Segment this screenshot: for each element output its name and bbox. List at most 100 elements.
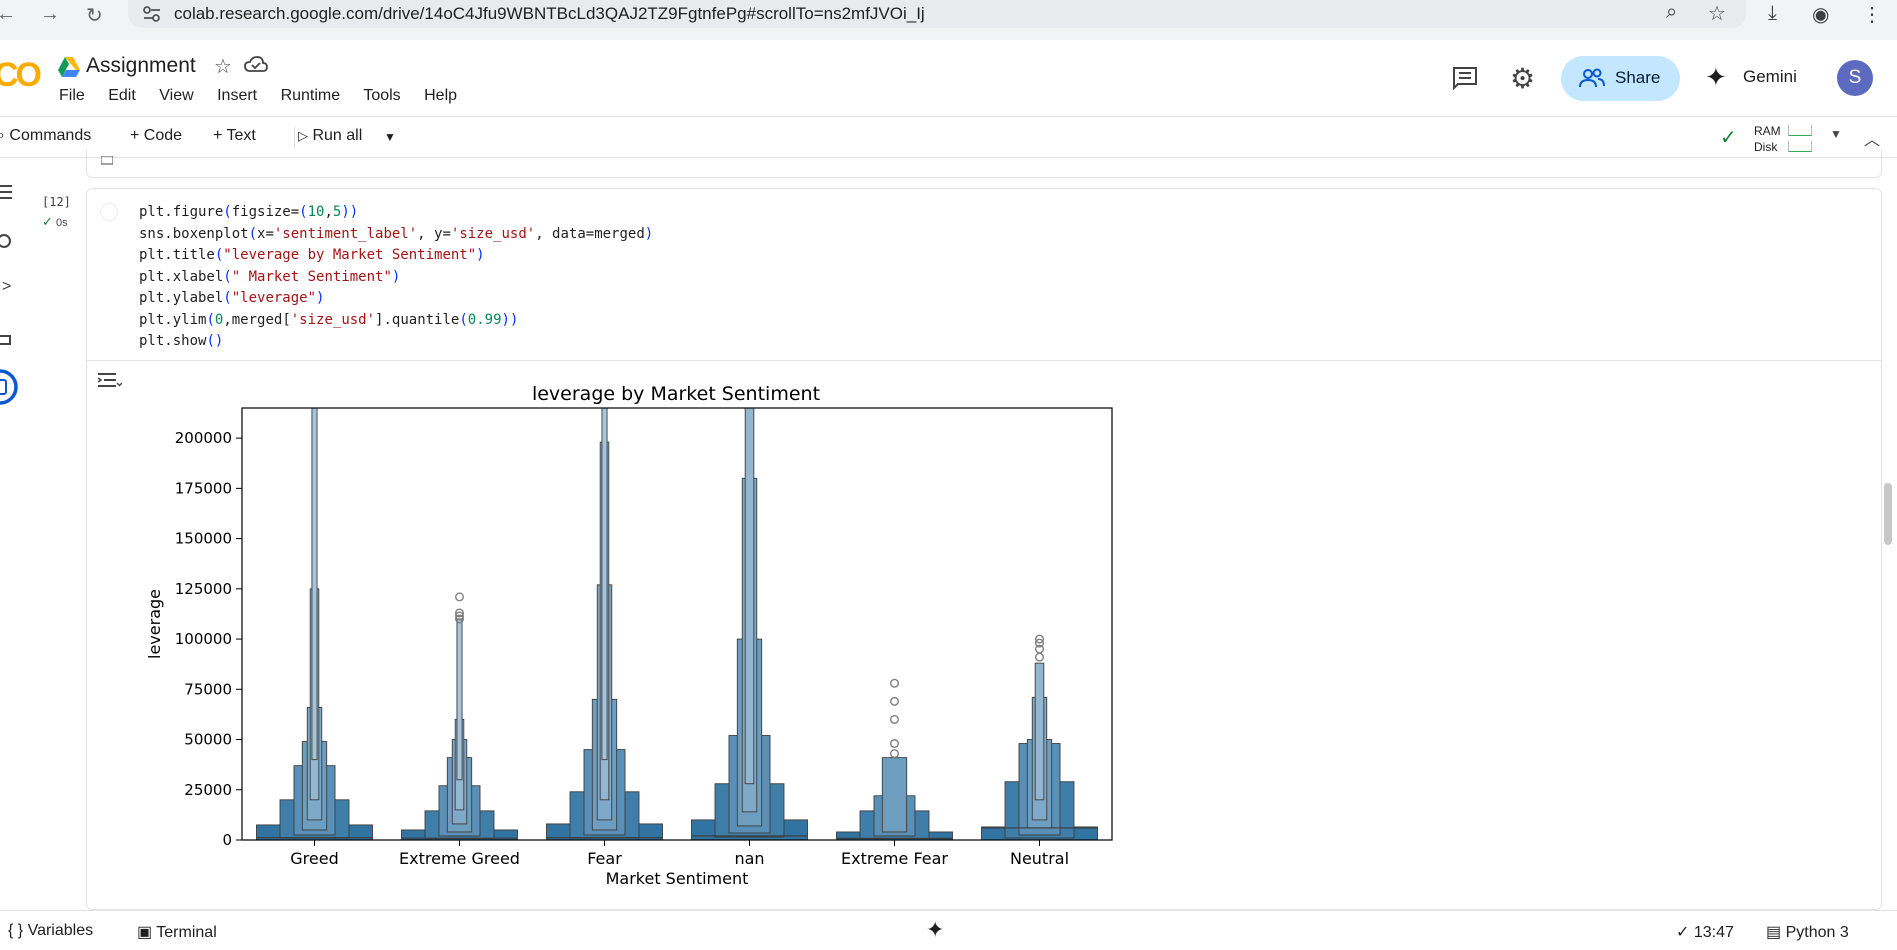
forward-icon[interactable]: →: [40, 3, 60, 25]
y-tick-label: 100000: [175, 630, 232, 648]
settings-gear-icon[interactable]: ⚙: [1510, 63, 1536, 94]
code-cell[interactable]: [86, 188, 1882, 910]
terminal-icon: ▣: [137, 924, 153, 941]
url-text[interactable]: colab.research.google.com/drive/14oC4Jfu…: [174, 4, 925, 23]
axes-frame: [241, 407, 1113, 841]
star-icon[interactable]: ☆: [214, 56, 232, 78]
colab-logo[interactable]: CO: [0, 56, 42, 94]
find-replace-icon[interactable]: [0, 232, 20, 252]
files-icon[interactable]: [0, 368, 24, 406]
x-tick-label: Fear: [587, 849, 622, 868]
ram-label: RAM: [1754, 124, 1781, 138]
previous-cell[interactable]: [86, 150, 1882, 178]
add-code-button[interactable]: + Code: [130, 127, 183, 144]
profile-icon[interactable]: ◉: [1812, 4, 1830, 26]
x-tick-label: Extreme Fear: [841, 849, 948, 868]
terminal-button[interactable]: ▣ Terminal: [137, 922, 217, 942]
variables-button[interactable]: { } Variables: [8, 922, 93, 940]
menu-file[interactable]: File: [59, 87, 85, 104]
menu-tools[interactable]: Tools: [363, 87, 401, 104]
table-of-contents-icon[interactable]: [0, 182, 20, 202]
menu-insert[interactable]: Insert: [217, 87, 258, 104]
outlier-point: [890, 696, 900, 706]
y-tick-label: 25000: [184, 781, 232, 799]
download-icon[interactable]: ⤓: [1768, 2, 1777, 24]
run-all-button[interactable]: ▷ Run all: [298, 127, 362, 145]
code-line: plt.ylim(0,merged['size_usd'].quantile(0…: [139, 310, 1039, 332]
boxen-plot: leverage by Market Sentiment 0 25000 50000…: [145, 383, 1113, 888]
output-collapsed-icon: [101, 156, 113, 165]
runtime-icon: ▤: [1766, 924, 1782, 941]
share-button[interactable]: Share: [1561, 56, 1680, 101]
connected-check-icon: ✓: [1720, 127, 1737, 149]
menu-runtime[interactable]: Runtime: [280, 87, 341, 104]
run-cell-button[interactable]: [100, 203, 118, 221]
boxen-box: [744, 407, 755, 785]
output-actions-icon[interactable]: [96, 369, 122, 393]
menu-view[interactable]: View: [159, 87, 194, 104]
y-tick-label: 200000: [175, 429, 232, 447]
runtime-status[interactable]: ▤ Python 3: [1766, 922, 1849, 942]
outlier-point: [455, 611, 465, 621]
braces-icon: { }: [8, 922, 24, 939]
x-axis-label: Market Sentiment: [606, 869, 749, 888]
site-settings-icon[interactable]: [142, 5, 162, 23]
status-bar: { } Variables ▣ Terminal ✦ ✓ 13:47 ▤ Pyt…: [0, 910, 1897, 950]
x-tick-label: Neutral: [1010, 849, 1069, 868]
success-check-icon: ✓: [42, 214, 53, 229]
cloud-saved-icon[interactable]: [244, 55, 268, 75]
browser-toolbar: ← → ↻ colab.research.google.com/drive/14…: [0, 0, 1897, 40]
code-text: plt.ylim(0,merged['size_usd'].quantile(0…: [139, 311, 519, 328]
people-icon: [1579, 68, 1605, 88]
zoom-icon[interactable]: ⌕: [1666, 1, 1678, 23]
outlier-point: [1035, 644, 1045, 654]
add-text-button[interactable]: + Text: [213, 127, 256, 144]
account-avatar[interactable]: S: [1837, 60, 1873, 96]
y-tick-label: 50000: [184, 731, 232, 749]
address-bar[interactable]: colab.research.google.com/drive/14oC4Jfu…: [128, 0, 1746, 28]
code-text: plt.xlabel(" Market Sentiment"): [139, 268, 401, 285]
outlier-point: [455, 592, 465, 602]
x-tick-label: nan: [734, 849, 764, 868]
execution-count: [12]: [42, 195, 71, 209]
outlier-point: [1035, 634, 1045, 644]
outlier-point: [455, 614, 465, 624]
notebook-title[interactable]: Assignment: [86, 54, 196, 77]
execution-time-status[interactable]: ✓ 13:47: [1676, 922, 1734, 942]
y-axis: 0 25000 50000 75000 100000 125000 150000 175000…: [175, 429, 242, 849]
secrets-key-icon[interactable]: [0, 332, 20, 352]
bookmark-star-icon[interactable]: ☆: [1708, 3, 1726, 25]
y-axis-label: leverage: [145, 589, 164, 659]
outlier-point: [890, 714, 900, 724]
execution-status: ✓ 0s: [42, 214, 68, 230]
resources-dropdown-icon[interactable]: ▼: [1830, 127, 1842, 141]
run-all-dropdown-icon[interactable]: ▼: [384, 130, 396, 144]
commands-button[interactable]: ⌕ Commands: [0, 127, 91, 145]
comment-icon[interactable]: [1452, 66, 1478, 90]
reload-icon[interactable]: ↻: [86, 5, 103, 27]
run-all-label: Run all: [312, 127, 363, 144]
browser-menu-icon[interactable]: ⋮: [1862, 4, 1882, 26]
collapse-header-icon[interactable]: ︿: [1864, 132, 1881, 149]
code-output-divider: [87, 360, 1881, 361]
play-icon: ▷: [298, 128, 308, 143]
y-tick-label: 0: [222, 831, 232, 849]
code-line: plt.figure(figsize=(10,5)): [139, 202, 1039, 224]
boxen-box: [456, 618, 463, 781]
gemini-label: Gemini: [1743, 67, 1797, 86]
menu-edit[interactable]: Edit: [108, 87, 136, 104]
resources-indicator[interactable]: ✓ RAM Disk ▼: [1718, 121, 1868, 155]
toolbar-divider: [294, 127, 295, 149]
outlier-point: [1035, 638, 1045, 648]
drive-icon: [58, 57, 80, 77]
menu-help[interactable]: Help: [424, 87, 458, 104]
terminal-label: Terminal: [156, 924, 217, 941]
code-snippets-icon[interactable]: >: [2, 278, 12, 295]
notebook-scrollbar[interactable]: [1884, 483, 1892, 545]
y-tick-label: 175000: [175, 479, 232, 497]
share-label: Share: [1615, 68, 1661, 87]
gemini-spark-icon[interactable]: ✦: [926, 917, 945, 942]
back-icon[interactable]: ←: [0, 3, 16, 25]
colab-header: CO Assignment ☆ File Edit View Insert Ru…: [0, 40, 1897, 116]
code-editor[interactable]: plt.figure(figsize=(10,5)) sns.boxenplot…: [139, 202, 1039, 353]
